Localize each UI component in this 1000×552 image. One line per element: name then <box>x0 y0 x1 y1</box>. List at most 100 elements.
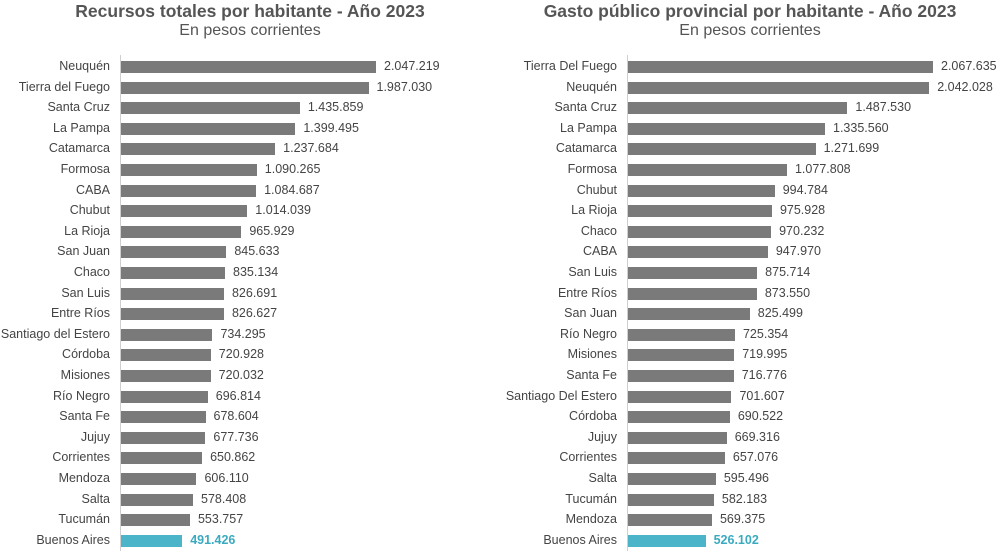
bar-row: Entre Ríos 826.627 <box>0 304 500 324</box>
value-label: 650.862 <box>210 450 256 465</box>
category-label: Córdoba <box>569 409 617 424</box>
bar-row: CABA 1.084.687 <box>0 181 500 201</box>
bar <box>628 143 816 156</box>
category-label: Río Negro <box>560 326 617 341</box>
bar <box>628 205 772 218</box>
bar-row: La Pampa 1.335.560 <box>500 119 1000 139</box>
bar-row: Tucumán 582.183 <box>500 490 1000 510</box>
bar <box>628 370 734 382</box>
category-label: Neuquén <box>59 59 110 73</box>
value-label: 873.550 <box>764 285 811 300</box>
bar-row: Mendoza 606.110 <box>0 469 500 489</box>
bar-row: Neuquén 2.042.028 <box>500 78 1000 98</box>
category-label: Entre Ríos <box>557 285 617 300</box>
category-label: Catamarca <box>555 141 617 156</box>
bar <box>628 514 712 527</box>
value-label: 677.736 <box>213 429 259 444</box>
category-label: Santa Fe <box>566 368 617 382</box>
category-label: Corrientes <box>52 450 110 465</box>
bar <box>121 81 369 94</box>
category-label: Buenos Aires <box>36 532 110 547</box>
chart-subtitle: En pesos corrientes <box>679 22 821 39</box>
bar <box>121 308 224 321</box>
bar-row: CABA 947.970 <box>500 242 1000 262</box>
bar-row: Catamarca 1.237.684 <box>0 139 500 159</box>
bar-row: Río Negro 696.814 <box>0 387 500 407</box>
value-label: 1.271.699 <box>823 141 880 156</box>
bar <box>628 225 772 238</box>
bar-row: Tierra Del Fuego 2.067.635 <box>500 57 1000 77</box>
bar-row: Santa Cruz 1.487.530 <box>500 98 1000 118</box>
value-label: 669.316 <box>734 429 780 444</box>
bar-row: Corrientes 650.862 <box>0 448 500 468</box>
value-label: 1.077.808 <box>794 162 851 176</box>
bar-highlight <box>628 534 706 547</box>
value-label: 826.627 <box>231 306 278 321</box>
category-label: San Luis <box>568 265 617 279</box>
bar-row: Jujuy 669.316 <box>500 428 1000 448</box>
value-label: 965.929 <box>249 223 295 238</box>
bar-row: La Rioja 975.928 <box>500 201 1000 221</box>
value-label: 835.134 <box>233 265 279 279</box>
bar <box>121 473 197 485</box>
value-label: 2.042.028 <box>937 79 993 94</box>
value-label: 1.335.560 <box>833 120 889 135</box>
bar <box>121 61 376 73</box>
bar <box>628 164 787 176</box>
category-label: Santiago del Estero <box>0 326 110 341</box>
bar <box>628 122 825 135</box>
bar-row: Santa Fe 716.776 <box>500 366 1000 386</box>
value-label: 719.995 <box>742 347 788 362</box>
category-label: Catamarca <box>48 141 110 156</box>
value-label: 970.232 <box>779 223 825 238</box>
category-label: CABA <box>75 182 110 197</box>
value-label: 491.426 <box>190 532 236 547</box>
bar <box>121 328 213 341</box>
category-label: Mendoza <box>565 512 617 527</box>
bar-row: Santiago Del Estero 701.607 <box>500 387 1000 407</box>
bar-row: Santa Fe 678.604 <box>0 407 500 427</box>
value-label: 725.354 <box>742 326 789 341</box>
chart-title: Recursos totales por habitante - Año 202… <box>75 1 425 21</box>
bar <box>628 287 757 300</box>
value-label: 845.633 <box>234 244 280 259</box>
chart-title: Gasto público provincial por habitante -… <box>543 1 957 21</box>
bar-row: Mendoza 569.375 <box>500 510 1000 530</box>
value-label: 825.499 <box>757 306 803 321</box>
bar <box>121 493 194 506</box>
bar <box>628 246 768 259</box>
bar-row: Córdoba 720.928 <box>0 345 500 365</box>
bar-row: Jujuy 677.736 <box>0 428 500 448</box>
bar-row: Formosa 1.090.265 <box>0 160 500 180</box>
value-label: 975.928 <box>779 203 826 218</box>
bar <box>121 349 211 362</box>
bar <box>628 184 775 197</box>
bar <box>628 493 714 506</box>
value-label: 994.784 <box>782 182 828 197</box>
bar <box>121 452 203 465</box>
bar-row: La Rioja 965.929 <box>0 222 500 242</box>
bar-highlight <box>121 534 183 547</box>
bar <box>121 122 296 135</box>
value-label: 1.237.684 <box>283 141 339 156</box>
bar-row: Chubut 1.014.039 <box>0 201 500 221</box>
bar-row: Formosa 1.077.808 <box>500 160 1000 180</box>
bar-row: San Juan 825.499 <box>500 304 1000 324</box>
value-label: 720.032 <box>218 368 264 382</box>
bar-row: Río Negro 725.354 <box>500 325 1000 345</box>
category-label: La Rioja <box>571 203 617 218</box>
bar-row: Santiago del Estero 734.295 <box>0 325 500 345</box>
bar-row: Tucumán 553.757 <box>0 510 500 530</box>
category-label: Misiones <box>567 347 617 362</box>
bar <box>628 390 732 403</box>
value-label: 1.014.039 <box>255 203 311 218</box>
bar-row: Entre Ríos 873.550 <box>500 284 1000 304</box>
bar-row: Chubut 994.784 <box>500 181 1000 201</box>
value-label: 2.047.219 <box>384 59 440 73</box>
category-label: Salta <box>588 471 618 485</box>
axis-line <box>627 55 628 552</box>
category-label: CABA <box>582 244 617 259</box>
category-label: San Luis <box>61 285 110 300</box>
category-label: Tucumán <box>58 512 110 527</box>
value-label: 716.776 <box>741 368 787 382</box>
